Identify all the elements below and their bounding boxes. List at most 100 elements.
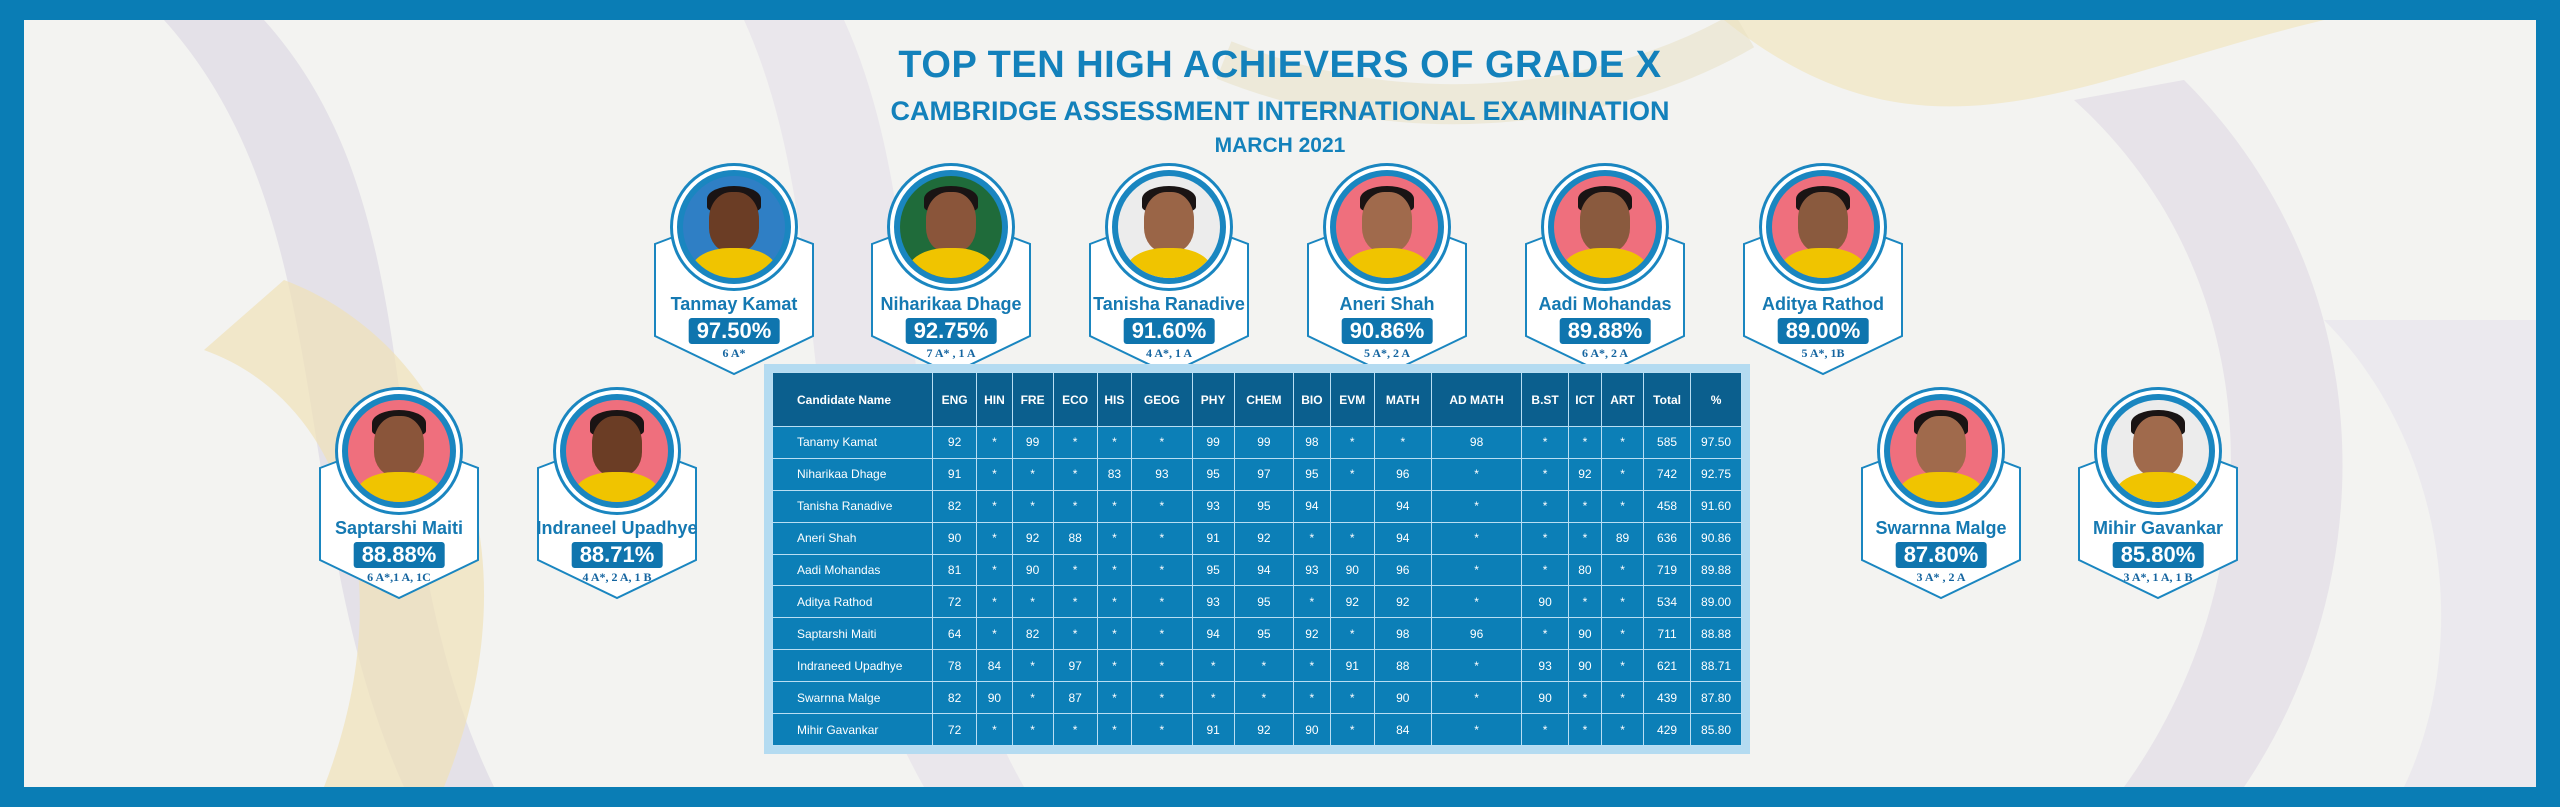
candidate-name-cell: Tanisha Ranadive <box>772 489 933 523</box>
achiever-card: Tanmay Kamat 97.50% 6 A* <box>649 166 819 402</box>
score-cell: * <box>1293 681 1331 715</box>
score-cell: * <box>1329 426 1375 459</box>
score-cell: * <box>1131 649 1193 683</box>
score-cell: * <box>976 457 1013 491</box>
score-cell: * <box>1011 713 1054 746</box>
achiever-card: Tanisha Ranadive 91.60% 4 A*, 1 A <box>1084 166 1254 402</box>
avatar <box>673 166 795 288</box>
score-cell: * <box>1011 457 1054 491</box>
score-cell: * <box>1329 617 1375 651</box>
achiever-grades: 6 A*,1 A, 1C <box>367 570 431 584</box>
column-header: B.ST <box>1521 372 1569 427</box>
score-cell <box>1329 489 1375 523</box>
score-cell: 98 <box>1293 426 1331 459</box>
score-cell: * <box>1096 681 1133 715</box>
score-cell: 458 <box>1643 489 1692 523</box>
score-cell: * <box>1601 681 1645 715</box>
score-cell: * <box>1293 649 1331 683</box>
score-cell: 636 <box>1643 521 1692 555</box>
score-cell: * <box>1521 521 1569 555</box>
score-cell: 585 <box>1643 426 1692 459</box>
candidate-name-cell: Tanamy Kamat <box>772 426 933 459</box>
score-cell: * <box>976 489 1013 523</box>
achiever-grades: 6 A* <box>722 346 746 360</box>
score-cell: 429 <box>1643 713 1692 746</box>
column-header: Candidate Name <box>772 372 933 427</box>
page-title: TOP TEN HIGH ACHIEVERS OF GRADE X <box>898 44 1662 86</box>
score-cell: 94 <box>1373 489 1432 523</box>
score-cell: * <box>1191 649 1235 683</box>
score-cell: * <box>976 521 1013 555</box>
avatar <box>1108 166 1230 288</box>
score-cell: * <box>1601 457 1645 491</box>
score-cell: 85.80 <box>1690 713 1742 746</box>
table-row: Aditya Rathod 72 * * * * * 93 95 * 92 92 * 90 * * 534 89.… <box>772 585 1742 619</box>
score-cell: * <box>1430 457 1523 491</box>
score-cell: 90 <box>1567 649 1603 683</box>
score-cell: * <box>1096 426 1133 459</box>
achiever-name: Swarnna Malge <box>1875 518 2007 538</box>
score-cell: 742 <box>1643 457 1692 491</box>
score-cell: * <box>1567 521 1603 555</box>
score-cell: * <box>1096 617 1133 651</box>
score-cell: 80 <box>1567 553 1603 587</box>
candidate-name-cell: Aadi Mohandas <box>772 553 933 587</box>
table-row: Aadi Mohandas 81 * 90 * * * 95 94 93 90 96 * * 80 * 719 8… <box>772 553 1742 587</box>
score-cell: * <box>1052 426 1098 459</box>
column-header: HIN <box>976 372 1013 427</box>
score-cell: * <box>1052 585 1098 619</box>
column-header: ART <box>1601 372 1645 427</box>
achiever-name: Saptarshi Maiti <box>334 518 464 538</box>
score-cell: 95 <box>1293 457 1331 491</box>
score-cell: 89.00 <box>1690 585 1742 619</box>
achiever-name: Indraneel Upadhye <box>536 518 698 538</box>
score-cell: * <box>1601 426 1645 459</box>
column-header: PHY <box>1191 372 1235 427</box>
score-cell: 719 <box>1643 553 1692 587</box>
score-cell: * <box>1430 489 1523 523</box>
column-header: ECO <box>1052 372 1098 427</box>
score-cell: * <box>1293 521 1331 555</box>
score-cell: * <box>1601 553 1645 587</box>
results-table-container: Candidate Name ENG HIN FRE ECO HIS GEOG PHY CHEM… <box>764 364 1750 754</box>
candidate-name-cell: Swarnna Malge <box>772 681 933 715</box>
score-cell: 95 <box>1191 457 1235 491</box>
score-cell: * <box>1521 553 1569 587</box>
achiever-percent: 89.00% <box>1777 318 1869 344</box>
score-cell: * <box>1052 617 1098 651</box>
score-cell: * <box>1521 426 1569 459</box>
score-cell: * <box>1131 553 1193 587</box>
score-cell: 439 <box>1643 681 1692 715</box>
achiever-card: Niharikaa Dhage 92.75% 7 A* , 1 A <box>866 166 1036 402</box>
score-cell: * <box>1567 489 1603 523</box>
column-header: HIS <box>1096 372 1133 427</box>
achiever-name: Aadi Mohandas <box>1538 294 1672 314</box>
table-row: Tanisha Ranadive 82 * * * * * 93 95 94 94 * * * * 458 91… <box>772 489 1742 523</box>
score-cell: * <box>1521 457 1569 491</box>
column-header: ICT <box>1567 372 1603 427</box>
score-cell: 87.80 <box>1690 681 1742 715</box>
score-cell: * <box>1131 426 1193 459</box>
score-cell: * <box>1601 489 1645 523</box>
achiever-percent: 87.80% <box>1895 542 1987 568</box>
table-row: Saptarshi Maiti 64 * 82 * * * 94 95 92 * 98 96 * 90 * 71… <box>772 617 1742 651</box>
score-cell: * <box>1430 585 1523 619</box>
achiever-percent: 85.80% <box>2112 542 2204 568</box>
score-cell: * <box>1011 649 1054 683</box>
score-cell: 64 <box>931 617 978 651</box>
table-row: Swarnna Malge 82 90 * 87 * * * * * * 90 * 90 * * 439 87.8… <box>772 681 1742 715</box>
score-cell: 98 <box>1373 617 1432 651</box>
avatar <box>1544 166 1666 288</box>
score-cell: 93 <box>1521 649 1569 683</box>
score-cell: * <box>976 585 1013 619</box>
table-row: Aneri Shah 90 * 92 88 * * 91 92 * * 94 * * * 89 636 90.86 <box>772 521 1742 555</box>
candidate-name-cell: Saptarshi Maiti <box>772 617 933 651</box>
achiever-percent: 88.88% <box>353 542 445 568</box>
score-cell: 92 <box>1373 585 1432 619</box>
table-row: Indraneed Upadhye 78 84 * 97 * * * * * 91 88 * 93 90 * 6… <box>772 649 1742 683</box>
score-cell: 98 <box>1430 426 1523 459</box>
candidate-name-cell: Mihir Gavankar <box>772 713 933 746</box>
avatar <box>1326 166 1448 288</box>
score-cell: 95 <box>1233 617 1295 651</box>
avatar <box>1880 390 2002 512</box>
